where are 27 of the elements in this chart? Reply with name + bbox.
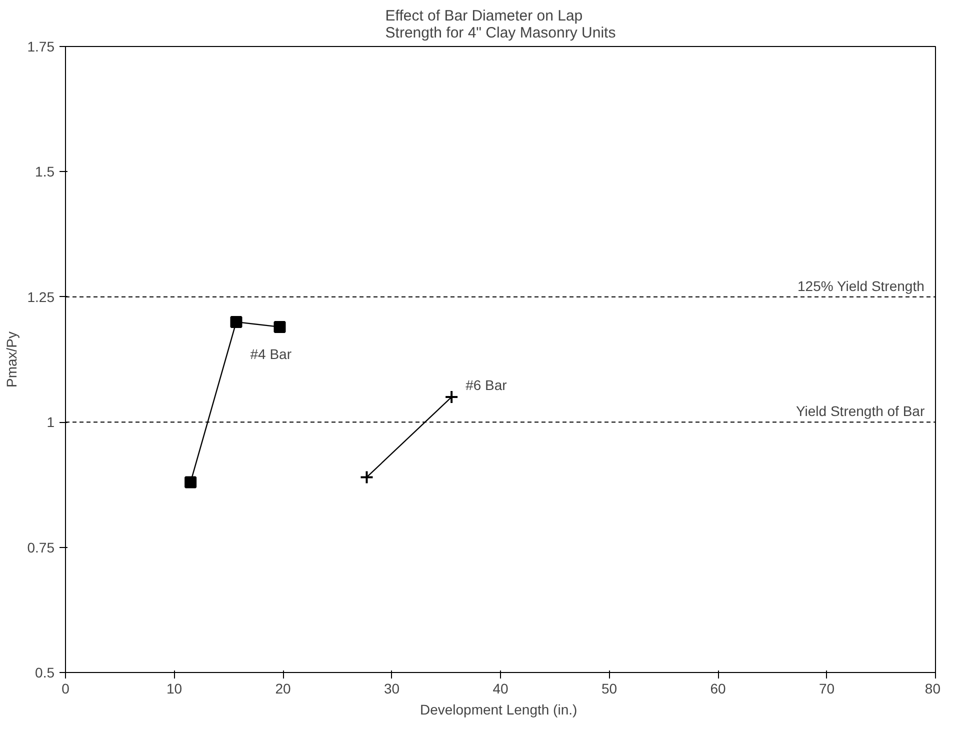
- chart-title: Effect of Bar Diameter on Lap Strength for 4" Clay Masonry Units: [385, 8, 616, 42]
- y-axis-title: Pmax/Py: [3, 331, 20, 388]
- annotation: #6 Bar: [466, 377, 508, 394]
- x-tick-label: 80: [924, 680, 941, 696]
- annotation: #4 Bar: [250, 346, 292, 362]
- x-tick-label: 0: [62, 680, 70, 696]
- y-tick-label: 1.5: [35, 164, 55, 180]
- x-tick-label: 10: [166, 680, 182, 696]
- point: [444, 390, 459, 404]
- y-tick-label: 1.75: [27, 38, 55, 54]
- x-tick-label: 20: [275, 680, 291, 696]
- point: [184, 476, 197, 488]
- y-tick-label: 1: [46, 414, 55, 430]
- point: [230, 316, 242, 328]
- ref-line-label: 125% Yield Strength: [798, 278, 924, 294]
- x-tick-label: 60: [710, 680, 726, 696]
- x-tick-label: 50: [601, 680, 618, 696]
- x-tick-label: 40: [492, 680, 508, 696]
- point: [274, 320, 286, 333]
- x-tick-label: 70: [818, 680, 835, 696]
- point: [360, 470, 374, 484]
- x-tick-label: 30: [384, 680, 400, 696]
- x-axis-title: Development Length (in.): [420, 702, 578, 718]
- y-tick-label: 1.25: [27, 288, 55, 305]
- y-tick-label: 0.5: [35, 664, 55, 680]
- ref-line-label: Yield Strength of Bar: [796, 403, 925, 420]
- y-tick-label: 0.75: [27, 539, 55, 556]
